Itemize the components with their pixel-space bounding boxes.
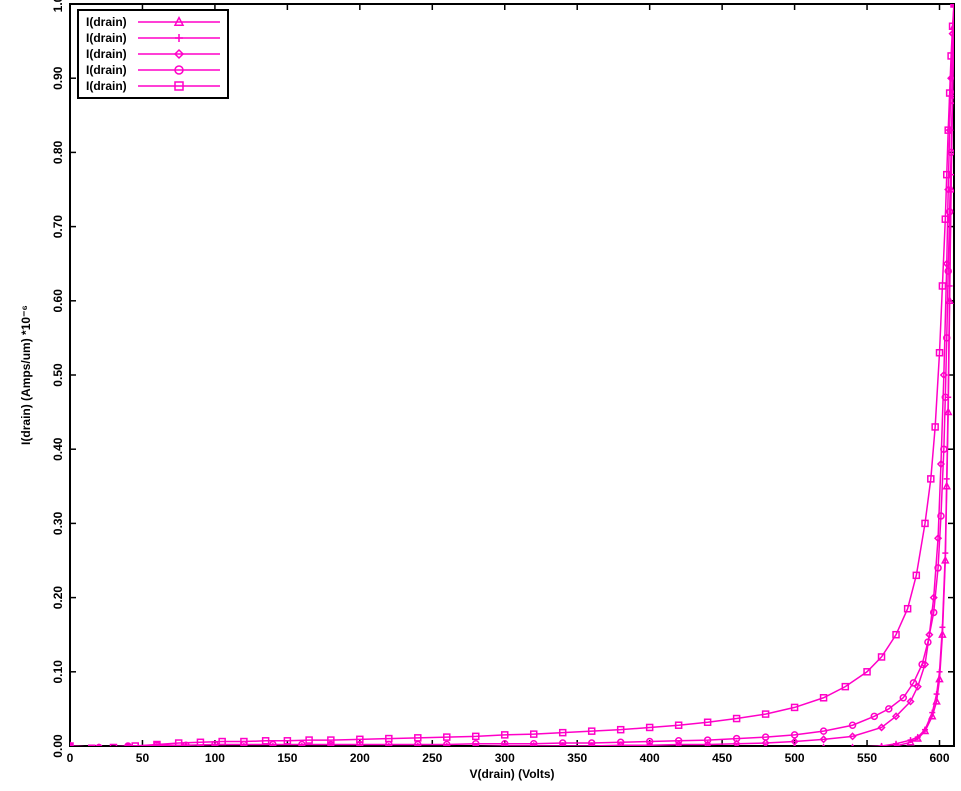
x-tick-label: 0 (67, 751, 74, 765)
legend-label: I(drain) (86, 47, 127, 61)
y-axis-title: I(drain) (Amps/um) *10⁻⁶ (19, 305, 33, 445)
x-tick-label: 450 (712, 751, 732, 765)
y-tick-label: 1.0 (51, 0, 65, 12)
legend: I(drain) I(drain) I(drain) I(drain) I(drain) (78, 10, 228, 98)
series-square (67, 1, 957, 751)
x-tick-label: 50 (136, 751, 150, 765)
y-tick-label: 0.30 (51, 511, 65, 535)
x-tick-label: 200 (350, 751, 370, 765)
y-tick-label: 0.80 (51, 140, 65, 164)
x-tick-label: 100 (205, 751, 225, 765)
x-tick-label: 500 (785, 751, 805, 765)
legend-label: I(drain) (86, 63, 127, 77)
y-tick-label: 0.20 (51, 586, 65, 610)
y-tick-label: 0.00 (51, 734, 65, 758)
x-tick-label: 250 (422, 751, 442, 765)
y-tick-label: 0.50 (51, 363, 65, 387)
x-tick-label: 350 (567, 751, 587, 765)
y-tick-label: 0.60 (51, 289, 65, 313)
x-tick-label: 300 (495, 751, 515, 765)
x-axis-title: V(drain) (Volts) (469, 767, 554, 781)
chart-svg: 0 50 100 150 200 250 300 350 400 450 500 550 600 0.00… (0, 0, 961, 791)
legend-label: I(drain) (86, 15, 127, 29)
legend-label: I(drain) (86, 79, 127, 93)
iv-chart: 0 50 100 150 200 250 300 350 400 450 500 550 600 0.00… (0, 0, 961, 791)
x-tick-label: 600 (929, 751, 949, 765)
series-diamond (67, 1, 957, 750)
y-tick-label: 0.70 (51, 215, 65, 239)
x-tick-label: 400 (640, 751, 660, 765)
series-triangle (67, 23, 957, 751)
series-circle (67, 1, 957, 750)
y-tick-label: 0.40 (51, 437, 65, 461)
y-tick-label: 0.10 (51, 660, 65, 684)
x-tick-label: 550 (857, 751, 877, 765)
series-plus (67, 1, 957, 752)
plot-series-group (67, 1, 957, 752)
plot-border (70, 4, 954, 746)
y-tick-label: 0.90 (51, 66, 65, 90)
x-tick-label: 150 (277, 751, 297, 765)
legend-label: I(drain) (86, 31, 127, 45)
